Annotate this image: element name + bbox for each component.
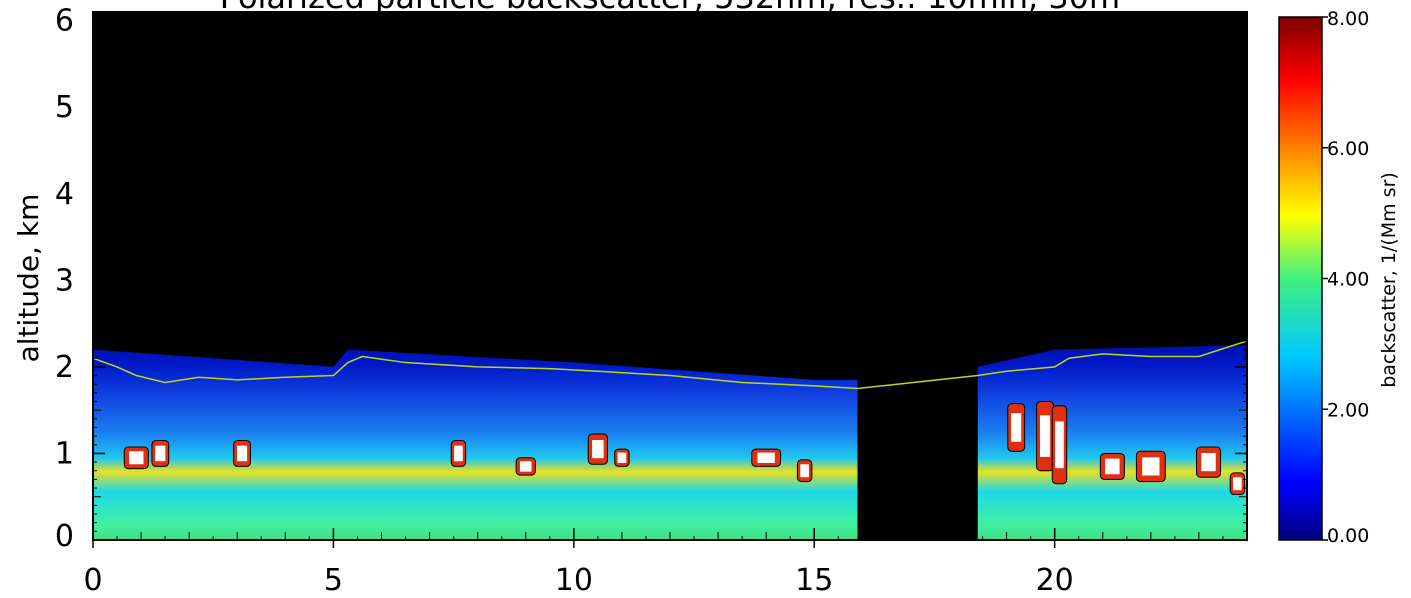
patch-saturated	[1201, 453, 1216, 472]
no-data-region	[857, 12, 978, 540]
x-tick-label: 10	[555, 563, 593, 598]
x-tick-label: 5	[324, 563, 343, 598]
x-tick-label: 20	[1036, 563, 1074, 598]
patch-saturated	[1142, 457, 1160, 476]
patch-saturated	[129, 451, 144, 465]
x-tick-label: 15	[795, 563, 833, 598]
boundary-layer-line	[93, 340, 1247, 390]
patch-saturated	[237, 445, 248, 462]
x-axis: 0 5 10 15 20	[83, 12, 1248, 598]
y-tick-label: 3	[55, 263, 74, 298]
patch-saturated	[757, 452, 775, 463]
aerosol-layer-fill	[93, 345, 1247, 540]
high-backscatter-patches	[123, 401, 1246, 496]
plot-area	[93, 12, 1247, 540]
y-tick-label: 1	[55, 436, 74, 471]
colorbar-tick-label: 6.00	[1327, 138, 1369, 160]
patch-saturated	[155, 445, 166, 462]
y-tick-label: 2	[55, 350, 74, 385]
colorbar-tick-label: 8.00	[1327, 8, 1369, 30]
no-data-gap	[857, 12, 978, 540]
patch-saturated	[519, 461, 532, 472]
aerosol-layer	[93, 345, 1247, 540]
y-axis-label: altitude, km	[12, 194, 45, 363]
y-tick-label: 0	[55, 519, 74, 554]
colorbar-tick-label: 0.00	[1327, 525, 1369, 547]
x-tick-label: 0	[83, 563, 102, 598]
patch-saturated	[592, 440, 604, 459]
patch-saturated	[1040, 415, 1051, 457]
colorbar-tick-label: 4.00	[1327, 269, 1369, 291]
y-axis: 0 1 2 3 4 5 6	[55, 4, 1247, 554]
colorbar-ticks: 0.00 2.00 4.00 6.00 8.00	[1322, 8, 1369, 547]
patch-saturated	[1105, 458, 1120, 475]
y-tick-label: 4	[55, 177, 74, 212]
patch-saturated	[800, 464, 809, 478]
y-tick-label: 5	[55, 90, 74, 125]
colorbar: 0.00 2.00 4.00 6.00 8.00 backscatter, 1/(Mm …	[1278, 8, 1400, 547]
colorbar-gradient	[1278, 16, 1323, 541]
patch-saturated	[454, 445, 463, 462]
patch-saturated	[1011, 413, 1022, 442]
colorbar-label: backscatter, 1/(Mm sr)	[1378, 172, 1400, 388]
patch-saturated	[1233, 477, 1242, 491]
patch-saturated	[1055, 421, 1064, 469]
patch-saturated	[617, 452, 627, 463]
colorbar-tick-label: 2.00	[1327, 399, 1369, 421]
y-tick-label: 6	[55, 4, 74, 39]
